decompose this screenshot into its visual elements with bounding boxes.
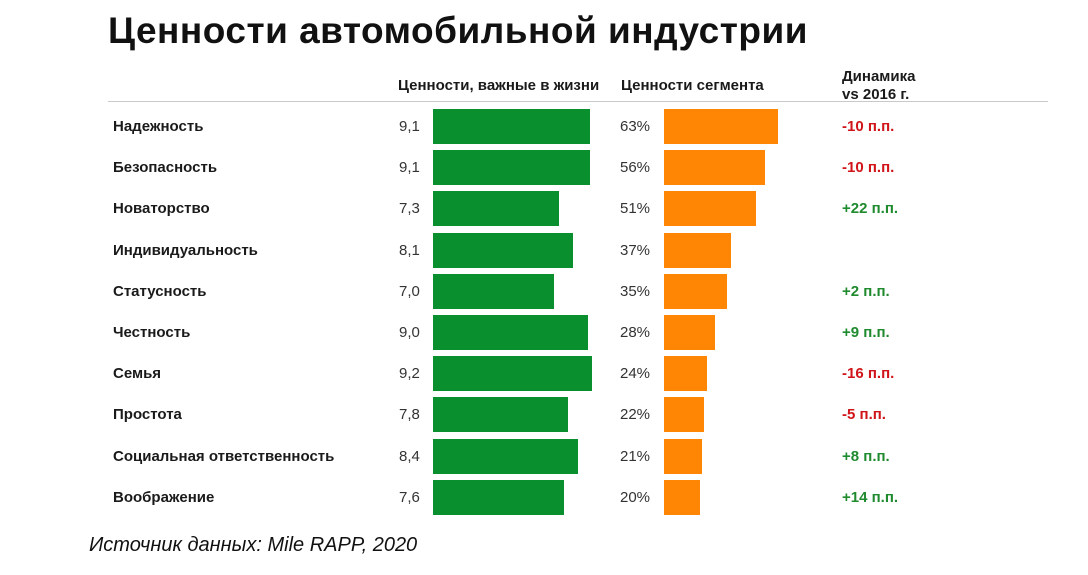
source-note: Источник данных: Mile RAPP, 2020 — [89, 534, 418, 556]
header-dynamics-line2: vs 2016 г. — [842, 86, 910, 103]
segment-value-label: 22% — [620, 406, 651, 423]
life-value-bar — [433, 191, 559, 226]
table-row: Индивидуальность 8,1 37% — [0, 230, 1088, 271]
category-label: Семья — [113, 365, 162, 382]
segment-value-bar — [664, 150, 765, 185]
segment-value-label: 28% — [620, 324, 651, 341]
chart-title: Ценности автомобильной индустрии — [108, 10, 808, 51]
header-segment-values: Ценности сегмента — [621, 77, 764, 94]
life-value-label: 9,1 — [399, 118, 420, 135]
table-row: Надежность 9,1 63% -10 п.п. — [0, 106, 1088, 147]
header-life-values: Ценности, важные в жизни — [398, 77, 600, 94]
life-value-bar — [433, 356, 592, 391]
life-value-bar — [433, 233, 573, 268]
segment-value-bar — [664, 397, 704, 432]
life-value-label: 7,0 — [399, 283, 420, 300]
dynamics-label: +22 п.п. — [842, 200, 899, 217]
header-dynamics-line1: Динамика — [842, 68, 916, 85]
life-value-bar — [433, 439, 578, 474]
segment-value-label: 56% — [620, 159, 651, 176]
table-row: Новаторство 7,3 51% +22 п.п. — [0, 188, 1088, 229]
dynamics-label: +2 п.п. — [842, 283, 890, 300]
segment-value-bar — [664, 233, 731, 268]
life-value-label: 8,4 — [399, 448, 420, 465]
dynamics-label: -16 п.п. — [842, 365, 895, 382]
category-label: Безопасность — [113, 159, 218, 176]
dynamics-label: +14 п.п. — [842, 489, 899, 506]
header-dynamics: Динамика vs 2016 г. — [842, 68, 915, 104]
table-row: Простота 7,8 22% -5 п.п. — [0, 394, 1088, 435]
category-label: Честность — [113, 324, 191, 341]
segment-value-label: 35% — [620, 283, 651, 300]
category-label: Надежность — [113, 118, 204, 135]
segment-value-label: 24% — [620, 365, 651, 382]
life-value-bar — [433, 397, 568, 432]
life-value-bar — [433, 274, 554, 309]
category-label: Простота — [113, 406, 182, 423]
table-row: Социальная ответственность 8,4 21% +8 п.п. — [0, 436, 1088, 477]
life-value-label: 9,2 — [399, 365, 420, 382]
category-label: Социальная ответственность — [113, 448, 335, 465]
life-value-label: 8,1 — [399, 242, 420, 259]
segment-value-bar — [664, 439, 702, 474]
category-label: Воображение — [113, 489, 215, 506]
segment-value-bar — [664, 480, 700, 515]
header-divider — [108, 101, 1048, 102]
dynamics-label: +8 п.п. — [842, 448, 890, 465]
category-label: Статусность — [113, 283, 207, 300]
segment-value-label: 21% — [620, 448, 651, 465]
table-row: Честность 9,0 28% +9 п.п. — [0, 312, 1088, 353]
segment-value-bar — [664, 356, 707, 391]
table-row: Безопасность 9,1 56% -10 п.п. — [0, 147, 1088, 188]
segment-value-bar — [664, 315, 715, 350]
life-value-bar — [433, 480, 564, 515]
category-label: Новаторство — [113, 200, 210, 217]
dynamics-label: -10 п.п. — [842, 159, 895, 176]
segment-value-label: 37% — [620, 242, 651, 259]
life-value-label: 7,8 — [399, 406, 420, 423]
life-value-label: 9,1 — [399, 159, 420, 176]
life-value-label: 7,6 — [399, 489, 420, 506]
segment-value-bar — [664, 109, 778, 144]
segment-value-bar — [664, 274, 727, 309]
category-label: Индивидуальность — [113, 242, 258, 259]
segment-value-label: 63% — [620, 118, 651, 135]
table-row: Воображение 7,6 20% +14 п.п. — [0, 477, 1088, 518]
life-value-label: 7,3 — [399, 200, 420, 217]
segment-value-label: 51% — [620, 200, 651, 217]
table-row: Семья 9,2 24% -16 п.п. — [0, 353, 1088, 394]
dynamics-label: -10 п.п. — [842, 118, 895, 135]
life-value-bar — [433, 315, 588, 350]
table-row: Статусность 7,0 35% +2 п.п. — [0, 271, 1088, 312]
life-value-label: 9,0 — [399, 324, 420, 341]
segment-value-bar — [664, 191, 756, 226]
segment-value-label: 20% — [620, 489, 651, 506]
dynamics-label: -5 п.п. — [842, 406, 886, 423]
life-value-bar — [433, 150, 590, 185]
dynamics-label: +9 п.п. — [842, 324, 890, 341]
life-value-bar — [433, 109, 590, 144]
